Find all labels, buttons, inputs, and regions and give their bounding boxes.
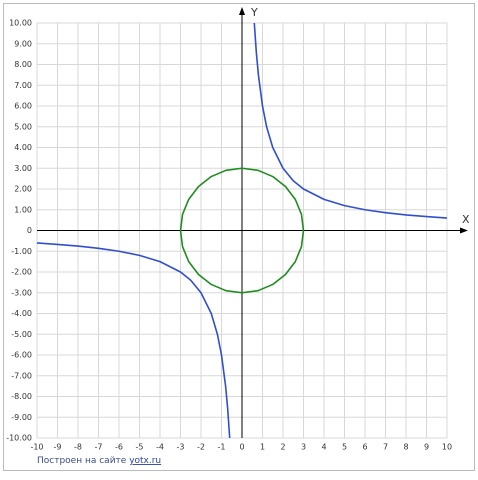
footer-text: Построен на сайте	[37, 456, 129, 466]
y-tick-label: -10.00	[6, 434, 32, 443]
y-tick-label: 5.00	[14, 122, 32, 131]
x-tick-label: 0	[239, 443, 244, 452]
y-tick-label: -6.00	[11, 351, 32, 360]
x-arrow	[460, 227, 468, 234]
x-axis-label: X	[462, 213, 470, 226]
y-tick-label: -7.00	[11, 371, 32, 380]
x-tick-label: 5	[342, 443, 347, 452]
x-tick-label: 6	[362, 443, 367, 452]
x-tick-label: -4	[156, 443, 164, 452]
y-tick-label: 4.00	[14, 143, 32, 152]
x-tick-label: 8	[403, 443, 408, 452]
x-tick-label: -9	[54, 443, 62, 452]
x-tick-label: 9	[424, 443, 429, 452]
x-tick-label: -5	[136, 443, 144, 452]
x-tick-label: -10	[30, 443, 43, 452]
y-tick-label: 6.00	[14, 102, 32, 111]
x-tick-label: 3	[301, 443, 306, 452]
y-tick-label: 1.00	[14, 205, 32, 214]
y-tick-label: -3.00	[11, 288, 32, 297]
y-tick-label: -2.00	[11, 268, 32, 277]
x-tick-label: 4	[321, 443, 326, 452]
y-tick-label: 0	[27, 226, 32, 235]
y-tick-label: 8.00	[14, 60, 32, 69]
y-tick-label: -9.00	[11, 413, 32, 422]
footer-link[interactable]: yotx.ru	[129, 456, 161, 466]
y-axis-label: Y	[250, 6, 258, 19]
y-tick-label: 3.00	[14, 164, 32, 173]
y-tick-label: -1.00	[11, 247, 32, 256]
y-tick-label: 7.00	[14, 81, 32, 90]
footer: Построен на сайте yotx.ru	[37, 456, 161, 466]
x-tick-label: -2	[197, 443, 205, 452]
y-tick-label: 10.00	[9, 19, 32, 28]
curve	[179, 167, 305, 294]
y-tick-label: 9.00	[14, 39, 32, 48]
y-tick-label: -4.00	[11, 309, 32, 318]
x-tick-label: -3	[177, 443, 185, 452]
x-tick-label: 10	[442, 443, 452, 452]
x-tick-label: 7	[383, 443, 388, 452]
x-tick-label: -6	[115, 443, 123, 452]
y-tick-label: -5.00	[11, 330, 32, 339]
y-tick-label: -8.00	[11, 392, 32, 401]
x-tick-label: -7	[95, 443, 103, 452]
x-tick-label: -1	[218, 443, 226, 452]
frame	[3, 3, 475, 471]
x-tick-label: 2	[280, 443, 285, 452]
y-arrow	[239, 7, 245, 15]
y-tick-label: 2.00	[14, 185, 32, 194]
x-tick-label: 1	[260, 443, 265, 452]
curve	[36, 22, 448, 439]
x-tick-label: -8	[74, 443, 82, 452]
